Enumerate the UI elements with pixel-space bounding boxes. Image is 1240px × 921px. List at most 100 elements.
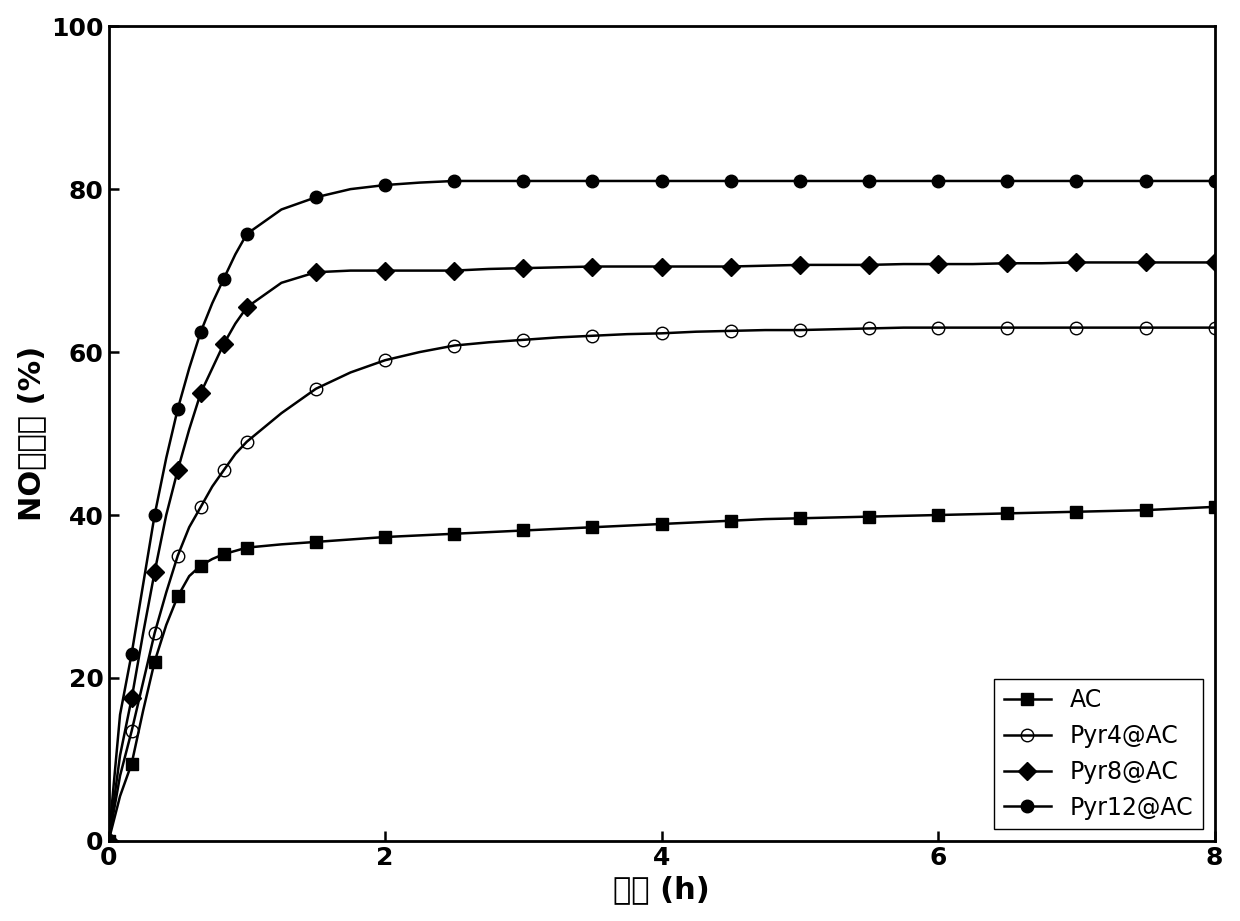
Pyr12@AC [170, 403, 185, 414]
Pyr12@AC [965, 175, 980, 186]
Pyr12@AC [102, 835, 117, 846]
AC [343, 534, 358, 545]
AC [1069, 507, 1084, 518]
AC [216, 549, 231, 560]
Pyr4@AC [1138, 322, 1153, 333]
Pyr12@AC [585, 175, 600, 186]
Pyr8@AC [931, 259, 946, 270]
Pyr8@AC [309, 267, 324, 278]
Pyr4@AC [551, 332, 565, 343]
Pyr8@AC [135, 627, 150, 638]
Pyr12@AC [516, 175, 531, 186]
Pyr12@AC [135, 578, 150, 589]
Line: Pyr12@AC: Pyr12@AC [103, 175, 1221, 847]
X-axis label: 时间 (h): 时间 (h) [614, 875, 711, 904]
Pyr12@AC [481, 175, 496, 186]
Pyr12@AC [148, 509, 162, 520]
Pyr12@AC [862, 175, 877, 186]
AC [124, 758, 139, 769]
Pyr12@AC [1069, 175, 1084, 186]
Pyr12@AC [551, 175, 565, 186]
Pyr4@AC [170, 550, 185, 561]
Pyr4@AC [412, 346, 427, 357]
Pyr8@AC [343, 265, 358, 276]
Pyr8@AC [378, 265, 393, 276]
AC [999, 507, 1014, 519]
Pyr8@AC [516, 262, 531, 274]
Pyr12@AC [274, 204, 289, 215]
Pyr12@AC [931, 175, 946, 186]
Pyr12@AC [999, 175, 1014, 186]
Pyr12@AC [124, 648, 139, 659]
Pyr4@AC [446, 340, 461, 351]
AC [1208, 501, 1223, 512]
AC [378, 531, 393, 542]
AC [792, 513, 807, 524]
AC [1173, 503, 1188, 514]
Pyr8@AC [148, 566, 162, 577]
Pyr4@AC [124, 726, 139, 737]
Pyr8@AC [239, 302, 254, 313]
Pyr12@AC [343, 183, 358, 194]
AC [688, 517, 703, 528]
Line: AC: AC [103, 501, 1221, 847]
Pyr12@AC [688, 175, 703, 186]
Pyr4@AC [1069, 322, 1084, 333]
Pyr12@AC [159, 452, 174, 463]
Pyr4@AC [205, 481, 219, 492]
Pyr4@AC [216, 465, 231, 476]
Pyr4@AC [378, 355, 393, 366]
Y-axis label: NO转化率 (%): NO转化率 (%) [16, 346, 46, 521]
AC [723, 515, 738, 526]
Pyr4@AC [113, 770, 128, 781]
Pyr8@AC [193, 387, 208, 398]
Pyr4@AC [516, 334, 531, 345]
Pyr4@AC [135, 677, 150, 688]
AC [481, 527, 496, 538]
Pyr12@AC [792, 175, 807, 186]
Pyr8@AC [274, 277, 289, 288]
Pyr4@AC [931, 322, 946, 333]
Pyr8@AC [228, 318, 243, 329]
Pyr4@AC [758, 324, 773, 335]
AC [897, 510, 911, 521]
Pyr12@AC [309, 192, 324, 203]
AC [412, 530, 427, 541]
Pyr4@AC [897, 322, 911, 333]
Pyr4@AC [862, 323, 877, 334]
Pyr8@AC [205, 363, 219, 374]
AC [135, 705, 150, 717]
AC [620, 520, 635, 531]
Pyr8@AC [620, 261, 635, 272]
AC [862, 511, 877, 522]
AC [965, 508, 980, 519]
Pyr4@AC [620, 329, 635, 340]
Pyr8@AC [897, 259, 911, 270]
Pyr8@AC [585, 261, 600, 272]
Pyr8@AC [965, 259, 980, 270]
Pyr4@AC [193, 501, 208, 512]
Pyr12@AC [758, 175, 773, 186]
Pyr4@AC [182, 521, 197, 532]
Pyr12@AC [113, 709, 128, 720]
AC [655, 519, 670, 530]
Pyr12@AC [1208, 175, 1223, 186]
AC [1034, 507, 1049, 519]
Pyr4@AC [228, 449, 243, 460]
Pyr12@AC [897, 175, 911, 186]
Pyr12@AC [1104, 175, 1118, 186]
Pyr8@AC [102, 835, 117, 846]
Pyr8@AC [481, 263, 496, 274]
Pyr4@AC [792, 324, 807, 335]
Pyr4@AC [1104, 322, 1118, 333]
AC [113, 790, 128, 801]
AC [827, 512, 842, 523]
Pyr4@AC [1034, 322, 1049, 333]
Legend: AC, Pyr4@AC, Pyr8@AC, Pyr12@AC: AC, Pyr4@AC, Pyr8@AC, Pyr12@AC [994, 679, 1203, 829]
Pyr8@AC [758, 260, 773, 271]
Pyr12@AC [193, 326, 208, 337]
Pyr12@AC [620, 175, 635, 186]
AC [585, 521, 600, 532]
Pyr8@AC [792, 260, 807, 271]
Pyr4@AC [1173, 322, 1188, 333]
